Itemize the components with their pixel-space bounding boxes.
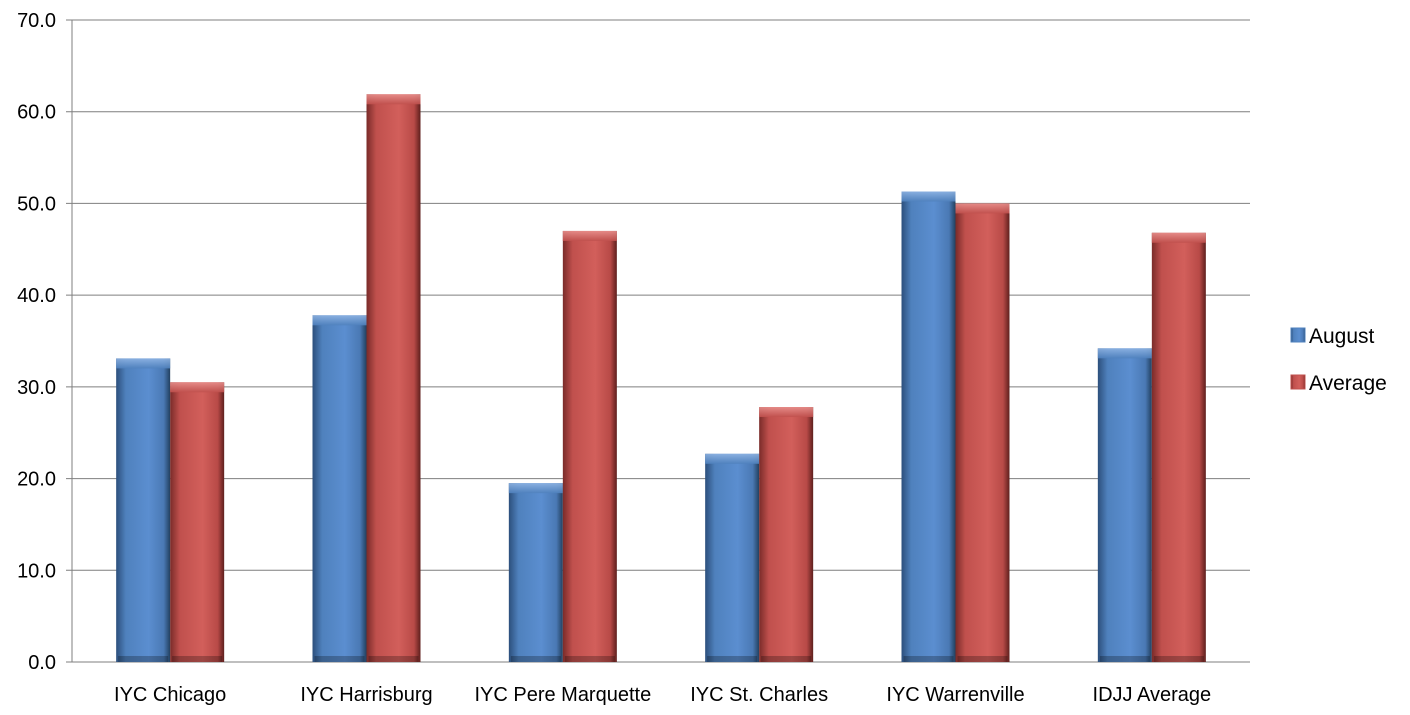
y-axis-tick-labels: 0.0 10.0 20.0 30.0 40.0 50.0 60.0 70.0	[17, 10, 56, 674]
bar-base-shadow	[118, 656, 169, 662]
legend-swatch	[1290, 374, 1306, 390]
x-category-label: IYC Chicago	[114, 684, 226, 706]
bar-body	[508, 483, 563, 662]
bar-average	[955, 203, 1010, 662]
bar-cap	[170, 382, 225, 393]
bar-august	[901, 191, 956, 662]
bar-august	[116, 358, 171, 662]
bar-base-shadow	[707, 656, 758, 662]
bar-cap	[116, 358, 171, 369]
y-tick-label: 20.0	[17, 469, 56, 491]
bar-average	[759, 407, 814, 662]
bar-cap	[1151, 232, 1206, 243]
bar-body	[1151, 232, 1206, 662]
bar-base-shadow	[1099, 656, 1150, 662]
bar-cap	[508, 483, 563, 494]
bar-base-shadow	[761, 656, 812, 662]
y-tick-label: 30.0	[17, 377, 56, 399]
x-axis-category-labels: IYC Chicago IYC Harrisburg IYC Pere Marque…	[114, 684, 1211, 706]
bar-body	[170, 382, 225, 662]
bar-base-shadow	[1153, 656, 1204, 662]
x-category-label: IYC Harrisburg	[300, 684, 432, 706]
bar-body	[1097, 348, 1152, 662]
bar-body	[901, 191, 956, 662]
bars	[116, 94, 1206, 662]
bar-body	[759, 407, 814, 662]
bar-body	[366, 94, 421, 662]
bar-base-shadow	[368, 656, 419, 662]
y-tick-label: 70.0	[17, 10, 56, 32]
bar-base-shadow	[903, 656, 954, 662]
bar-august	[705, 453, 760, 662]
x-category-label: IYC Pere Marquette	[474, 684, 651, 706]
bar-base-shadow	[564, 656, 615, 662]
legend-label: August	[1309, 325, 1375, 348]
bar-base-shadow	[957, 656, 1008, 662]
bar-base-shadow	[172, 656, 223, 662]
x-category-label: IYC Warrenville	[886, 684, 1024, 706]
bar-average	[562, 230, 617, 662]
legend-item-average: Average	[1290, 372, 1387, 395]
gridlines	[66, 19, 1250, 663]
y-tick-label: 40.0	[17, 285, 56, 307]
bar-august	[1097, 348, 1152, 662]
bar-august	[508, 483, 563, 662]
bar-cap	[1097, 348, 1152, 359]
y-tick-label: 50.0	[17, 193, 56, 215]
legend-swatch	[1290, 327, 1306, 343]
bar-base-shadow	[314, 656, 365, 662]
bar-cap	[312, 315, 367, 326]
bar-body	[116, 358, 171, 662]
bar-cap	[705, 453, 760, 464]
bar-cap	[366, 94, 421, 105]
y-tick-label: 60.0	[17, 102, 56, 124]
bar-body	[562, 230, 617, 662]
bar-cap	[901, 191, 956, 202]
bar-body	[705, 453, 760, 662]
bar-cap	[955, 203, 1010, 214]
bar-average	[366, 94, 421, 662]
bar-cap	[759, 407, 814, 418]
bar-body	[312, 315, 367, 662]
bar-average	[170, 382, 225, 662]
bar-august	[312, 315, 367, 662]
bar-cap	[562, 230, 617, 241]
legend-label: Average	[1309, 372, 1387, 395]
bar-average	[1151, 232, 1206, 662]
x-category-label: IDJJ Average	[1093, 684, 1212, 706]
bar-base-shadow	[510, 656, 561, 662]
legend: August Average	[1290, 325, 1387, 395]
y-tick-label: 0.0	[28, 652, 56, 674]
bar-body	[955, 203, 1010, 662]
y-tick-label: 10.0	[17, 560, 56, 582]
legend-item-august: August	[1290, 325, 1375, 348]
x-category-label: IYC St. Charles	[690, 684, 828, 706]
